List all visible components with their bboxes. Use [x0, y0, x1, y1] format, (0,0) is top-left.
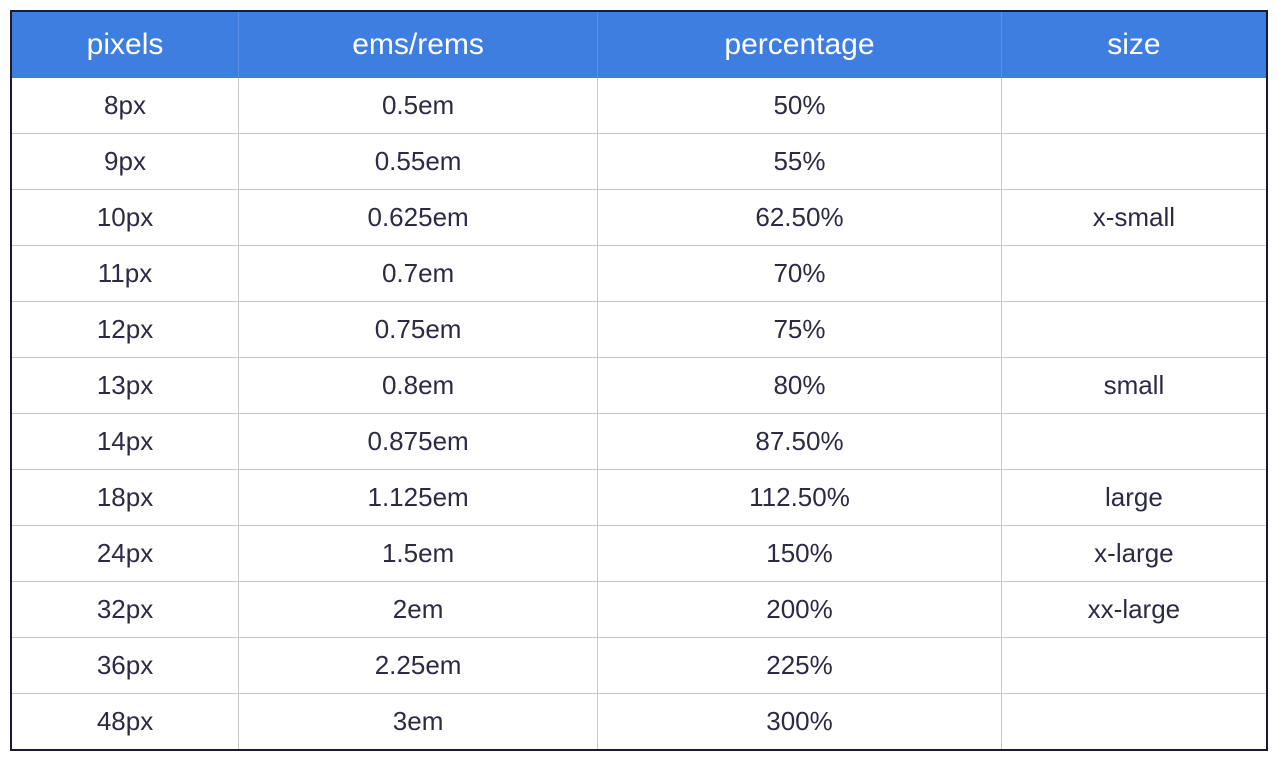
- cell-size: small: [1001, 358, 1267, 414]
- cell-percentage: 62.50%: [598, 190, 1002, 246]
- cell-size: xx-large: [1001, 582, 1267, 638]
- cell-percentage: 300%: [598, 694, 1002, 751]
- header-ems-rems: ems/rems: [239, 11, 598, 78]
- cell-ems: 0.5em: [239, 78, 598, 134]
- cell-pixels: 48px: [11, 694, 239, 751]
- cell-size: [1001, 78, 1267, 134]
- table-row: 9px 0.55em 55%: [11, 134, 1267, 190]
- cell-size: x-small: [1001, 190, 1267, 246]
- cell-percentage: 225%: [598, 638, 1002, 694]
- cell-ems: 0.55em: [239, 134, 598, 190]
- cell-ems: 2em: [239, 582, 598, 638]
- cell-pixels: 9px: [11, 134, 239, 190]
- cell-percentage: 55%: [598, 134, 1002, 190]
- cell-percentage: 80%: [598, 358, 1002, 414]
- table-row: 12px 0.75em 75%: [11, 302, 1267, 358]
- cell-ems: 1.125em: [239, 470, 598, 526]
- cell-percentage: 50%: [598, 78, 1002, 134]
- cell-size: large: [1001, 470, 1267, 526]
- cell-size: [1001, 134, 1267, 190]
- css-font-size-table: pixels ems/rems percentage size 8px 0.5e…: [10, 10, 1268, 751]
- cell-size: [1001, 302, 1267, 358]
- cell-percentage: 150%: [598, 526, 1002, 582]
- cell-ems: 0.875em: [239, 414, 598, 470]
- table-row: 8px 0.5em 50%: [11, 78, 1267, 134]
- table-body: 8px 0.5em 50% 9px 0.55em 55% 10px 0.625e…: [11, 78, 1267, 750]
- table-row: 32px 2em 200% xx-large: [11, 582, 1267, 638]
- cell-pixels: 12px: [11, 302, 239, 358]
- cell-percentage: 75%: [598, 302, 1002, 358]
- cell-ems: 0.625em: [239, 190, 598, 246]
- cell-percentage: 112.50%: [598, 470, 1002, 526]
- cell-ems: 1.5em: [239, 526, 598, 582]
- cell-pixels: 18px: [11, 470, 239, 526]
- table-row: 14px 0.875em 87.50%: [11, 414, 1267, 470]
- header-size: size: [1001, 11, 1267, 78]
- cell-size: [1001, 414, 1267, 470]
- cell-pixels: 8px: [11, 78, 239, 134]
- header-percentage: percentage: [598, 11, 1002, 78]
- table-row: 13px 0.8em 80% small: [11, 358, 1267, 414]
- cell-pixels: 11px: [11, 246, 239, 302]
- cell-percentage: 70%: [598, 246, 1002, 302]
- table-row: 36px 2.25em 225%: [11, 638, 1267, 694]
- table-row: 24px 1.5em 150% x-large: [11, 526, 1267, 582]
- cell-pixels: 13px: [11, 358, 239, 414]
- cell-size: [1001, 246, 1267, 302]
- table-header: pixels ems/rems percentage size: [11, 11, 1267, 78]
- cell-ems: 2.25em: [239, 638, 598, 694]
- cell-percentage: 87.50%: [598, 414, 1002, 470]
- cell-percentage: 200%: [598, 582, 1002, 638]
- cell-pixels: 36px: [11, 638, 239, 694]
- cell-size: [1001, 694, 1267, 751]
- table-row: 11px 0.7em 70%: [11, 246, 1267, 302]
- cell-pixels: 14px: [11, 414, 239, 470]
- cell-ems: 0.75em: [239, 302, 598, 358]
- header-row: pixels ems/rems percentage size: [11, 11, 1267, 78]
- cell-size: [1001, 638, 1267, 694]
- table-row: 10px 0.625em 62.50% x-small: [11, 190, 1267, 246]
- cell-ems: 0.7em: [239, 246, 598, 302]
- cell-ems: 3em: [239, 694, 598, 751]
- table-row: 18px 1.125em 112.50% large: [11, 470, 1267, 526]
- cell-pixels: 10px: [11, 190, 239, 246]
- cell-ems: 0.8em: [239, 358, 598, 414]
- cell-pixels: 24px: [11, 526, 239, 582]
- header-pixels: pixels: [11, 11, 239, 78]
- table-row: 48px 3em 300%: [11, 694, 1267, 751]
- cell-pixels: 32px: [11, 582, 239, 638]
- cell-size: x-large: [1001, 526, 1267, 582]
